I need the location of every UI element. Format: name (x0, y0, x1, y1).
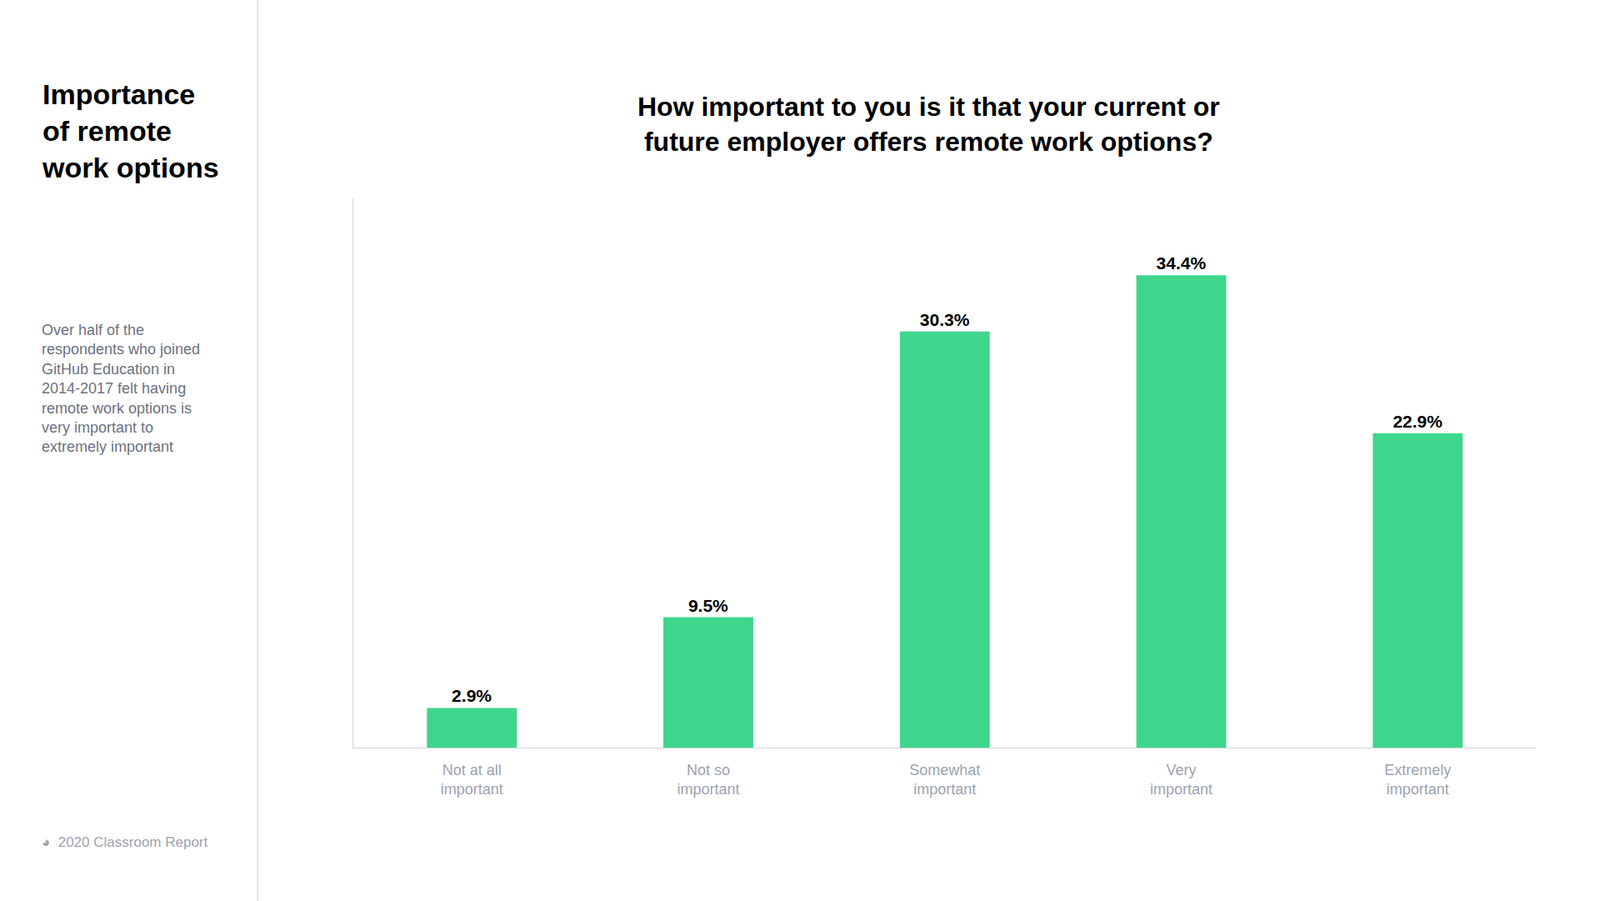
svg-text:34.4%: 34.4% (1156, 253, 1207, 273)
svg-text:Veryimportant: Veryimportant (1150, 761, 1213, 798)
svg-text:30.3%: 30.3% (920, 310, 970, 330)
svg-text:Not at allimportant: Not at allimportant (440, 761, 504, 798)
svg-text:2.9%: 2.9% (451, 685, 492, 705)
svg-text:How important to you is it tha: How important to you is it that your cur… (637, 91, 1220, 157)
svg-text:Not soimportant: Not soimportant (676, 761, 740, 798)
svg-text:◕ 2020 Classroom Report: ◕ 2020 Classroom Report (41, 834, 209, 850)
svg-text:Somewhatimportant: Somewhatimportant (909, 761, 980, 798)
svg-text:Over half of therespondents wh: Over half of therespondents who joinedGi… (41, 321, 200, 455)
svg-text:Importanceof remotework option: Importanceof remotework options (41, 78, 220, 184)
svg-text:9.5%: 9.5% (688, 595, 729, 615)
svg-text:Extremelyimportant: Extremelyimportant (1384, 761, 1451, 798)
svg-text:22.9%: 22.9% (1392, 411, 1443, 431)
